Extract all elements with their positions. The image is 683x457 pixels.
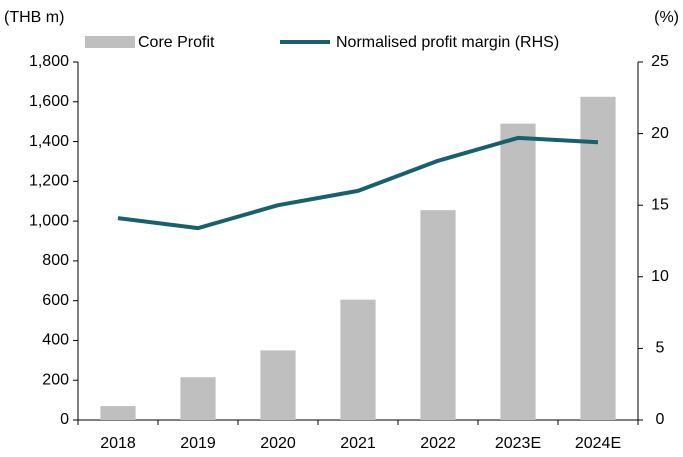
x-tick-label: 2019 (180, 435, 216, 452)
x-tick-label: 2018 (100, 435, 136, 452)
y2-tick-label: 20 (651, 125, 669, 142)
y2-tick-label: 5 (656, 340, 665, 357)
x-tick-label: 2024E (575, 435, 621, 452)
bar (580, 96, 616, 421)
y-tick-label: 1,800 (29, 53, 69, 70)
x-tick-label: 2022 (420, 435, 456, 452)
y-tick-label: 1,400 (29, 133, 69, 150)
legend-label: Core Profit (138, 34, 215, 51)
bar (420, 210, 456, 420)
y-tick-label: 200 (42, 371, 69, 388)
y2-tick-label: 25 (651, 53, 669, 70)
bar (500, 123, 536, 421)
y2-tick-label: 10 (651, 268, 669, 285)
y-tick-label: 800 (42, 252, 69, 269)
y2-axis-label: (%) (654, 9, 679, 26)
bar (180, 377, 216, 420)
y-tick-label: 400 (42, 332, 69, 349)
x-tick-label: 2023E (495, 435, 541, 452)
bar (340, 299, 376, 420)
x-tick-label: 2021 (340, 435, 376, 452)
legend-label: Normalised profit margin (RHS) (336, 34, 559, 51)
y2-tick-label: 0 (656, 411, 665, 428)
y-tick-label: 1,600 (29, 93, 69, 110)
y-tick-label: 1,200 (29, 173, 69, 190)
line (117, 135, 599, 231)
bar (260, 350, 296, 420)
y-tick-label: 1,000 (29, 212, 69, 229)
y-tick-label: 600 (42, 292, 69, 309)
y2-tick-label: 15 (651, 196, 669, 213)
x-tick-label: 2020 (260, 435, 296, 452)
y-tick-label: 0 (60, 411, 69, 428)
bar (100, 406, 136, 420)
legend-swatch (85, 36, 135, 48)
y-axis-label: (THB m) (4, 9, 64, 26)
